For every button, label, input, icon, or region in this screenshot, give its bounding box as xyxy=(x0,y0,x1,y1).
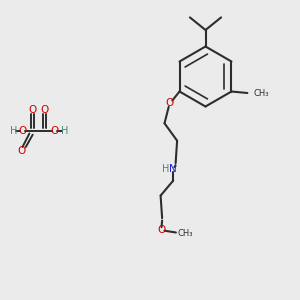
Text: O: O xyxy=(18,125,27,136)
Text: CH₃: CH₃ xyxy=(254,88,269,98)
Text: N: N xyxy=(169,164,177,174)
Text: O: O xyxy=(17,146,25,156)
Text: O: O xyxy=(28,105,37,115)
Text: H: H xyxy=(10,125,17,136)
Text: O: O xyxy=(40,105,49,115)
Text: H: H xyxy=(162,164,169,174)
Text: H: H xyxy=(61,125,69,136)
Text: O: O xyxy=(50,125,59,136)
Text: CH₃: CH₃ xyxy=(177,229,193,238)
Text: O: O xyxy=(158,224,166,235)
Text: O: O xyxy=(166,98,174,108)
